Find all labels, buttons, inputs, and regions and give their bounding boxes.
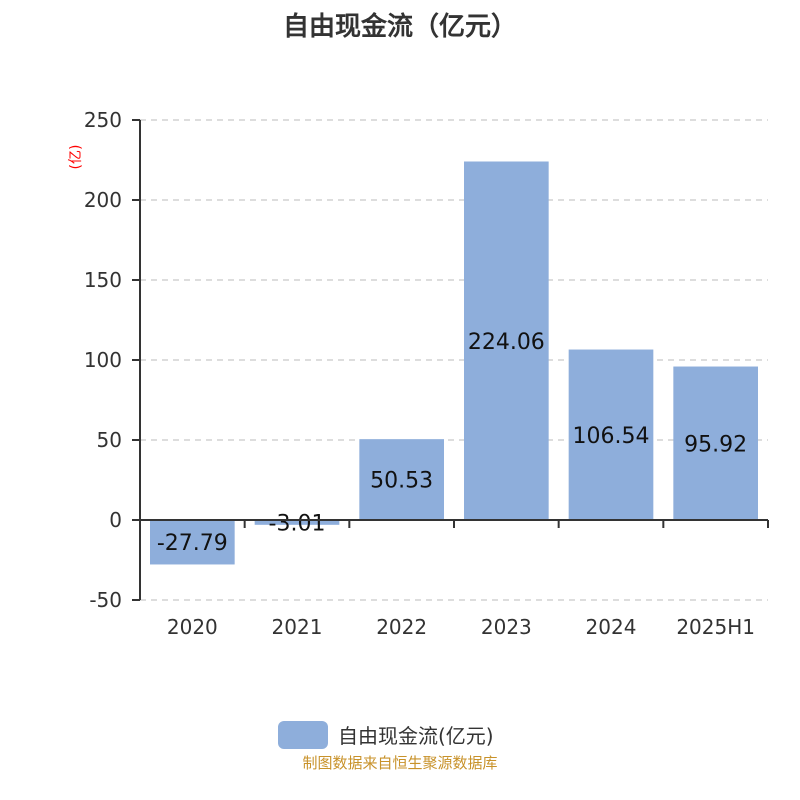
bar (254, 520, 340, 525)
source-footer: 制图数据来自恒生聚源数据库 (302, 754, 498, 772)
y-tick-label: 150 (84, 268, 122, 292)
bar (464, 161, 549, 520)
x-tick-label: 2025H1 (676, 615, 755, 639)
data-label: 224.06 (468, 330, 545, 355)
legend[interactable]: 自由现金流(亿元) (278, 720, 494, 749)
bar (673, 366, 758, 520)
data-label: 95.92 (684, 432, 747, 457)
data-label: 106.54 (573, 424, 650, 449)
legend-swatch (278, 720, 328, 749)
y-axis-label: (亿) (68, 145, 84, 170)
y-tick-label: 250 (84, 108, 122, 132)
bar (568, 349, 654, 520)
x-tick-label: 2023 (481, 615, 532, 639)
x-tick-label: 2020 (167, 615, 218, 639)
y-tick-label: 200 (84, 188, 122, 212)
bar-chart: -50 0 50 100 150 200 250(亿) -27.79 2020 -3.01 2021… (68, 108, 769, 639)
legend-label: 自由现金流(亿元) (338, 724, 494, 748)
chart-title: 自由现金流（亿元） (282, 12, 517, 42)
data-label: -3.01 (269, 511, 326, 536)
bar (150, 520, 235, 565)
y-tick-label: -50 (89, 588, 122, 612)
x-tick-label: 2022 (376, 615, 427, 639)
data-label: 50.53 (370, 469, 433, 494)
y-tick-label: 100 (84, 348, 122, 372)
x-tick-label: 2024 (586, 615, 637, 639)
x-tick-label: 2021 (272, 615, 323, 639)
y-tick-label: 50 (97, 428, 122, 452)
bar (359, 439, 444, 520)
data-label: -27.79 (157, 531, 228, 556)
y-tick-label: 0 (109, 508, 122, 532)
